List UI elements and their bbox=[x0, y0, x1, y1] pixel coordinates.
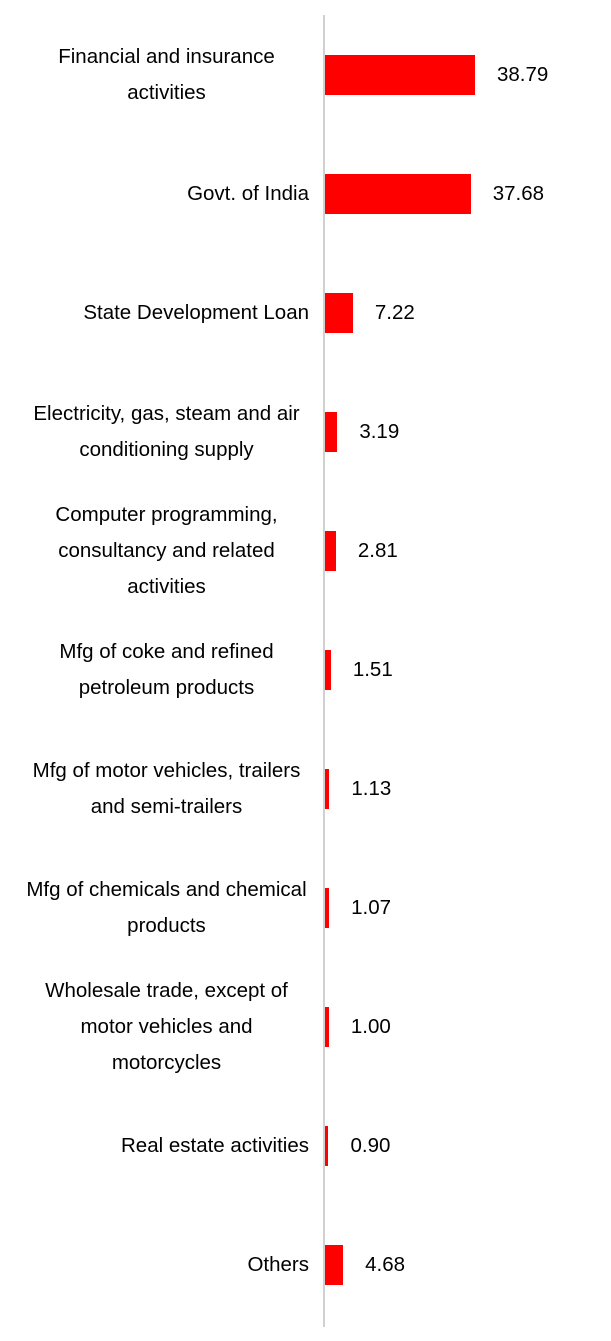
category-text: Mfg of chemicals and chemical products bbox=[26, 878, 307, 937]
data-label: 1.00 bbox=[350, 1015, 391, 1038]
category-text: Financial and insurance activities bbox=[58, 45, 275, 104]
category-label: Computer programming, consultancy and re… bbox=[9, 497, 309, 605]
bar bbox=[325, 769, 330, 809]
category-label: Mfg of chemicals and chemical products bbox=[9, 872, 309, 944]
bar bbox=[325, 1126, 329, 1166]
data-label: 37.68 bbox=[492, 182, 545, 205]
data-label: 3.19 bbox=[359, 420, 400, 443]
category-label: Wholesale trade, except of motor vehicle… bbox=[9, 973, 309, 1081]
category-label: Real estate activities bbox=[9, 1128, 309, 1164]
category-text: State Development Loan bbox=[83, 301, 309, 324]
bar bbox=[325, 293, 353, 333]
category-text: Mfg of coke and refined petroleum produc… bbox=[59, 640, 274, 699]
bar bbox=[325, 531, 336, 571]
data-label: 1.51 bbox=[352, 658, 393, 681]
data-label: 2.81 bbox=[357, 539, 398, 562]
axis-line bbox=[323, 15, 325, 1327]
category-text: Real estate activities bbox=[120, 1134, 309, 1157]
bar bbox=[325, 1007, 329, 1047]
category-text: Govt. of India bbox=[187, 182, 309, 205]
data-label: 7.22 bbox=[374, 301, 415, 324]
bar bbox=[325, 55, 475, 95]
category-label: Govt. of India bbox=[9, 176, 309, 212]
bar bbox=[325, 888, 330, 928]
category-label: Mfg of motor vehicles, trailers and semi… bbox=[9, 753, 309, 825]
category-label: Electricity, gas, steam and air conditio… bbox=[9, 396, 309, 468]
bar bbox=[325, 1245, 344, 1285]
category-label: Financial and insurance activities bbox=[9, 39, 309, 111]
category-text: Electricity, gas, steam and air conditio… bbox=[33, 402, 300, 461]
category-text: Others bbox=[247, 1253, 309, 1276]
data-label: 0.90 bbox=[350, 1134, 391, 1157]
data-label: 38.79 bbox=[497, 63, 549, 86]
category-text: Wholesale trade, except of motor vehicle… bbox=[45, 979, 288, 1074]
data-label: 4.68 bbox=[365, 1253, 405, 1276]
category-label: Others bbox=[9, 1247, 309, 1283]
category-text: Mfg of motor vehicles, trailers and semi… bbox=[32, 759, 301, 818]
bar bbox=[325, 650, 331, 690]
data-label: 1.13 bbox=[351, 777, 392, 800]
data-label: 1.07 bbox=[351, 896, 392, 919]
category-label: Mfg of coke and refined petroleum produc… bbox=[9, 634, 309, 706]
category-text: Computer programming, consultancy and re… bbox=[55, 503, 278, 598]
bar bbox=[325, 412, 338, 452]
bar bbox=[325, 174, 471, 214]
category-label: State Development Loan bbox=[9, 295, 309, 331]
